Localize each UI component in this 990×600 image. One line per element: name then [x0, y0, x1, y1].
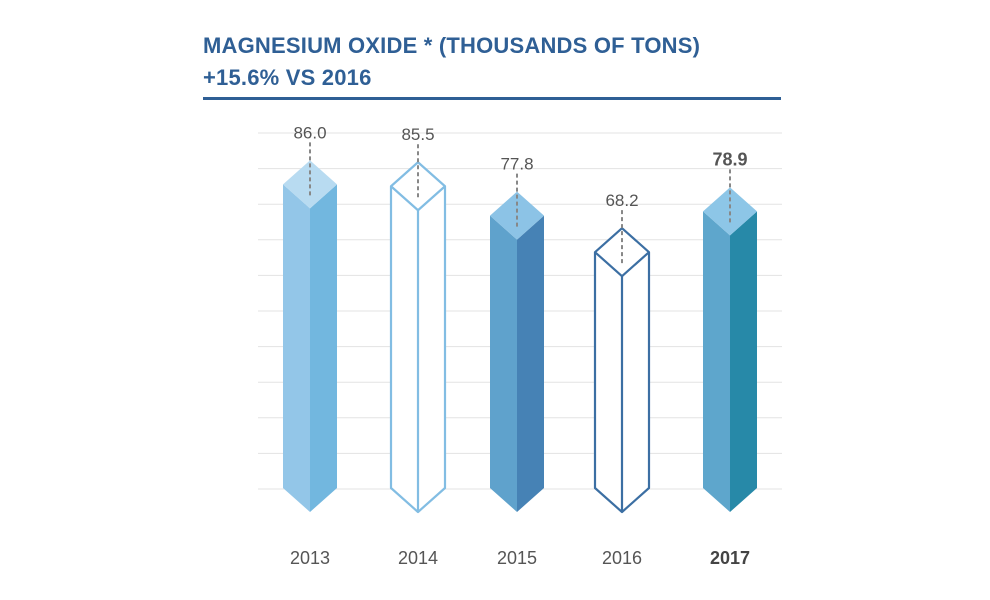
bar-2016 [593, 227, 651, 514]
value-label: 68.2 [605, 191, 638, 210]
bar-right-face [310, 184, 337, 512]
category-label: 2016 [602, 548, 642, 568]
labels: 86.0 2013 85.5 2014 77.8 2015 68.2 2016 78.9 2017 [290, 123, 750, 568]
bar-right-face [730, 211, 757, 513]
value-label: 77.8 [500, 155, 533, 174]
bar-left-face [283, 184, 310, 512]
bar-left-face [703, 211, 730, 513]
bar-2014 [389, 161, 447, 514]
chart-title: MAGNESIUM OXIDE * (THOUSANDS OF TONS) [203, 33, 701, 58]
category-label: 2015 [497, 548, 537, 568]
chart-title-block: MAGNESIUM OXIDE * (THOUSANDS OF TONS) +1… [203, 30, 700, 94]
bars [283, 160, 757, 514]
value-label: 78.9 [712, 149, 747, 169]
bar-2013 [283, 160, 337, 512]
bar-2017 [703, 187, 757, 513]
title-underline [203, 97, 781, 100]
bar-2015 [490, 191, 544, 512]
category-label: 2017 [710, 548, 750, 568]
value-label: 85.5 [401, 125, 434, 144]
bar-left-face [490, 215, 517, 512]
chart-subtitle: +15.6% VS 2016 [203, 65, 372, 90]
value-label: 86.0 [293, 123, 326, 142]
category-label: 2014 [398, 548, 438, 568]
category-label: 2013 [290, 548, 330, 568]
bar-right-face [517, 215, 544, 512]
